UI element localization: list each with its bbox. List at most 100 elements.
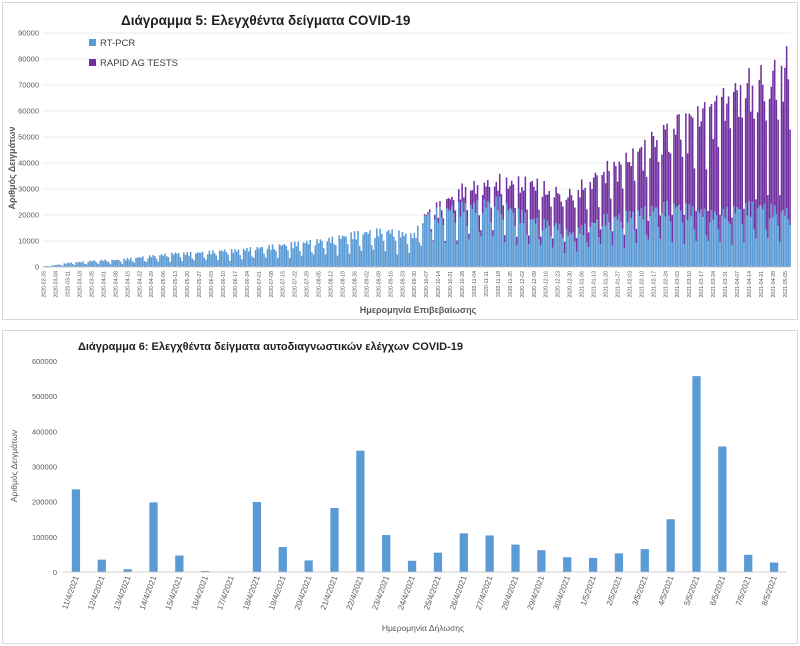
chart5-bar-rt-pcr [671, 241, 673, 267]
chart5-bar-rt-pcr [73, 264, 76, 267]
chart6-x-tick-label: 26/4/2021 [448, 574, 469, 611]
chart5-x-tick-label: 2020-09-23 [400, 271, 406, 298]
chart5-bar-rt-pcr [545, 228, 547, 267]
chart5-bar-rapid-ag [731, 217, 733, 245]
chart5-bar-rapid-ag [596, 175, 598, 220]
chart6-bar [511, 544, 520, 572]
chart5-bar-rt-pcr [669, 221, 672, 267]
chart5-bar-rapid-ag [627, 162, 629, 223]
chart5-bar-rt-pcr [61, 265, 64, 267]
chart6-y-tick-label: 600000 [32, 357, 57, 366]
chart5-bar-rapid-ag [533, 186, 535, 219]
legend-label-rapid-ag: RAPID AG TESTS [100, 58, 178, 69]
chart5-bar-rt-pcr [649, 216, 651, 267]
chart5-bar-rapid-ag [664, 129, 667, 217]
chart5-x-tick-label: 2021-01-13 [592, 271, 598, 298]
chart6-bar [563, 557, 572, 572]
chart5-bar-rt-pcr [492, 236, 494, 267]
chart5-bar-rapid-ag [480, 230, 482, 237]
chart5-bar-rapid-ag [538, 209, 540, 240]
chart6-x-tick-label: 17/4/2021 [215, 574, 236, 611]
chart6-bar [149, 502, 158, 572]
chart5-bar-rt-pcr [615, 216, 617, 267]
chart5-bar-rt-pcr [574, 241, 576, 267]
chart5-bar-rt-pcr [89, 260, 91, 267]
chart5-bar-rt-pcr [343, 236, 346, 267]
chart5-bar-rapid-ag [529, 182, 532, 220]
chart5-bar-rt-pcr [659, 238, 662, 267]
chart5-bar-rt-pcr [736, 207, 738, 267]
chart5-bar-rapid-ag [568, 188, 571, 233]
chart5-bar-rt-pcr [273, 249, 276, 267]
chart5-bar-rt-pcr [442, 225, 445, 267]
chart5-bar-rapid-ag [705, 169, 708, 236]
chart5-bar-rt-pcr [401, 231, 404, 267]
chart5-bar-rt-pcr [119, 261, 122, 267]
chart5-bar-rt-pcr [348, 253, 351, 267]
chart5-bar-rt-pcr [396, 254, 399, 267]
chart5-bar-rt-pcr [253, 257, 255, 267]
chart6-bar [459, 533, 468, 572]
chart5-bar-rt-pcr [719, 242, 721, 267]
chart5-bar-rapid-ag [741, 117, 744, 224]
chart5-bar-rt-pcr [760, 205, 762, 267]
chart5-bar-rt-pcr [468, 239, 470, 267]
chart5-bar-rt-pcr [164, 253, 166, 267]
chart5-bar-rt-pcr [580, 225, 583, 267]
chart5-bar-rapid-ag [599, 229, 602, 245]
chart5-bar-rt-pcr [618, 214, 621, 267]
chart5-bar-rt-pcr [473, 202, 475, 267]
chart5-bar-rt-pcr [78, 261, 81, 267]
chart5-bar-rapid-ag [546, 194, 549, 221]
chart5-bar-rt-pcr [679, 210, 682, 267]
chart5-bar-rt-pcr [750, 216, 752, 267]
chart5-bar-rapid-ag [773, 59, 776, 206]
chart5-bar-rt-pcr [645, 234, 648, 267]
chart5-bar-rapid-ag [717, 146, 720, 230]
chart6-x-tick-label: 20/4/2021 [293, 574, 314, 611]
chart5-bar-rapid-ag [521, 187, 523, 211]
chart5-title: Διάγραμμα 5: Ελεγχθέντα δείγματα COVID-1… [121, 13, 410, 28]
chart5-bar-rt-pcr [586, 242, 588, 267]
chart5-bar-rapid-ag [780, 65, 783, 212]
chart5-bar-rapid-ag [772, 70, 774, 218]
chart5-bar-rapid-ag [601, 174, 603, 227]
chart5-bar-rt-pcr [131, 261, 134, 267]
chart5-bar-rt-pcr [478, 231, 481, 267]
chart6-bar [382, 535, 391, 572]
chart5-x-tick-label: 2020-05-27 [197, 271, 203, 298]
chart5-bar-rt-pcr [189, 251, 192, 267]
chart5-x-tick-label: 2020-07-01 [257, 271, 263, 298]
chart5-bar-rt-pcr [72, 263, 74, 267]
chart5-bar-rt-pcr [295, 246, 298, 267]
chart5-bar-rt-pcr [213, 253, 216, 267]
chart5-bar-rapid-ag [531, 180, 533, 220]
chart5-bar-rt-pcr [323, 248, 325, 267]
chart6-x-tick-label: 25/4/2021 [422, 574, 443, 611]
chart5-bar-rt-pcr [200, 252, 202, 267]
chart5-bar-rt-pcr [411, 238, 414, 267]
chart5-bar-rt-pcr [111, 259, 113, 267]
chart5-bar-rapid-ag [466, 209, 469, 226]
chart5-x-tick-label: 2020-12-30 [568, 271, 574, 298]
chart5-bar-rapid-ag [712, 138, 714, 220]
chart5-bar-rapid-ag [579, 197, 581, 234]
chart6-x-tick-label: 12/4/2021 [86, 574, 107, 611]
chart5-bar-rapid-ag [736, 90, 738, 208]
chart5-bar-rapid-ag [539, 236, 542, 245]
chart5-x-tick-label: 2021-03-10 [687, 271, 693, 298]
chart5-bar-rt-pcr [751, 201, 754, 267]
chart5-bar-rapid-ag [647, 220, 650, 240]
chart5-bar-rt-pcr [772, 217, 774, 267]
chart5-bar-rapid-ag [710, 103, 713, 211]
chart5-bar-rt-pcr [418, 243, 421, 267]
chart5-x-tick-label: 2020-04-01 [101, 271, 107, 298]
chart5-x-tick-label: 2020-03-11 [66, 271, 72, 297]
chart5-bar-rt-pcr [70, 262, 72, 267]
chart5-bar-rt-pcr [174, 252, 177, 267]
chart5-x-tick-label: 2020-08-12 [329, 271, 335, 298]
chart5-bar-rapid-ag [440, 210, 443, 219]
chart5-bar-rapid-ag [461, 183, 463, 202]
chart5-x-tick-label: 2021-04-07 [735, 271, 741, 298]
chart5-x-tick-label: 2020-04-15 [125, 271, 131, 298]
